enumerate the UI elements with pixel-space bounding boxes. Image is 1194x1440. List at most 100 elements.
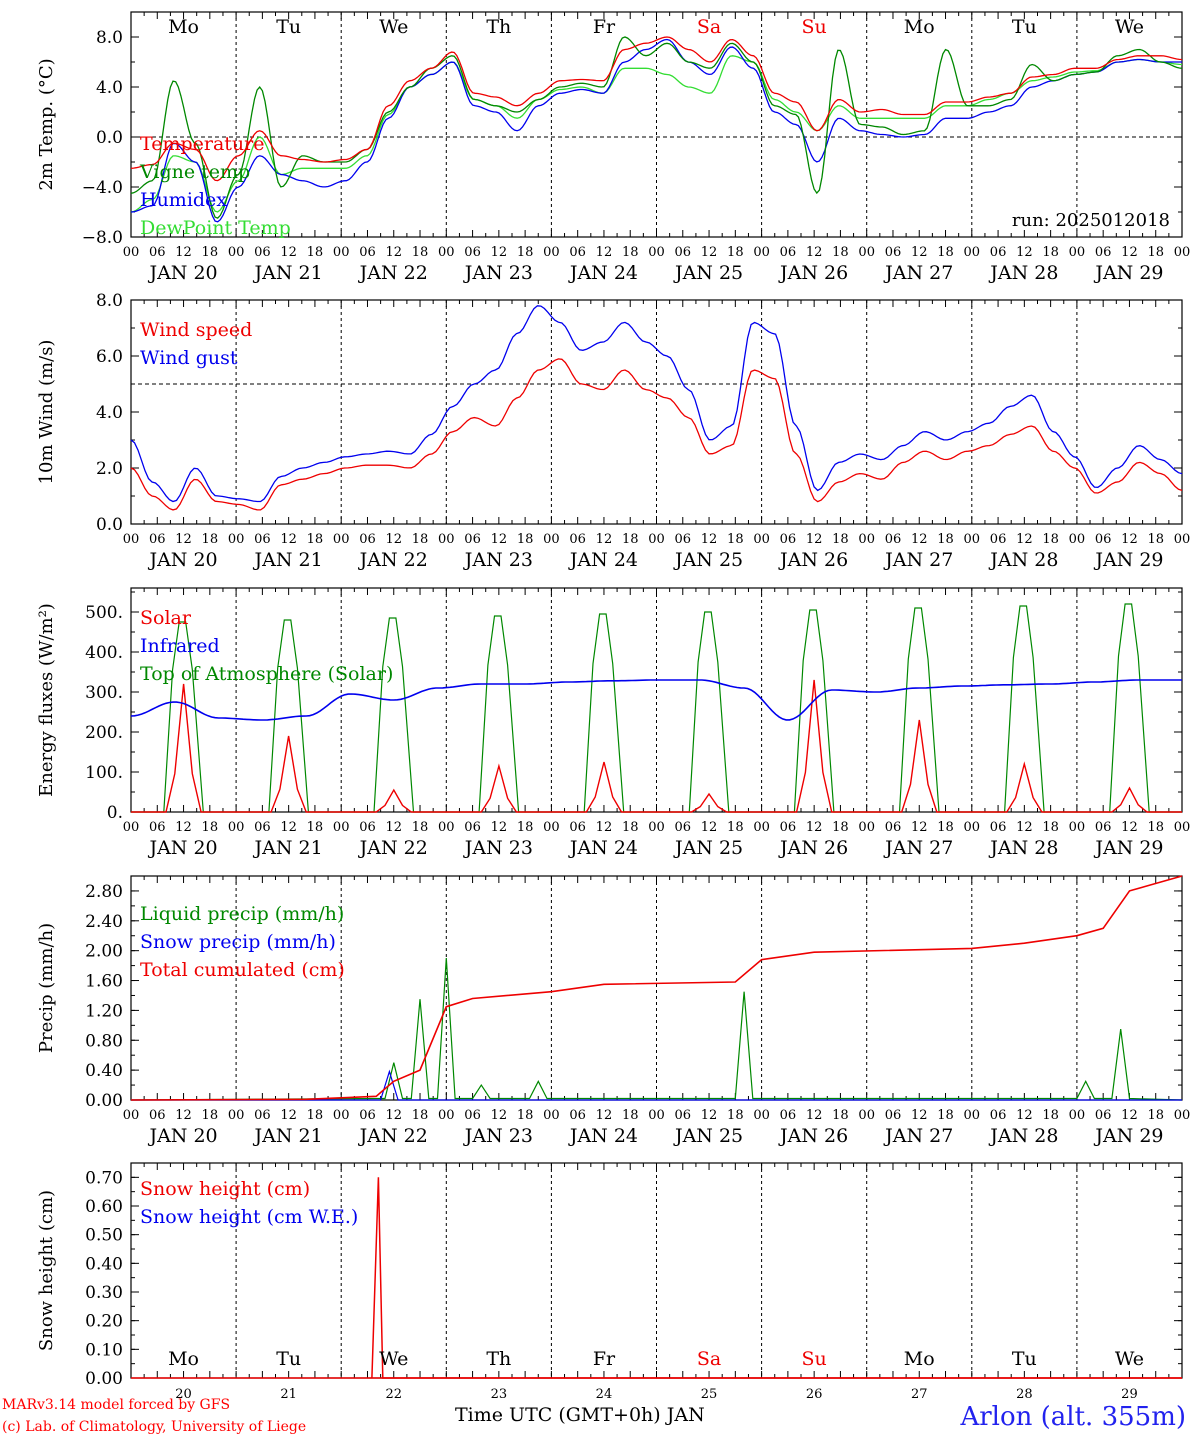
hour-tick-label: 00 xyxy=(858,820,875,835)
lab-credit: (c) Lab. of Climatology, University of L… xyxy=(2,1419,307,1435)
hour-tick-label: 00 xyxy=(333,245,350,260)
plot-frame-2 xyxy=(130,299,1183,525)
hour-tick-label: 18 xyxy=(1042,245,1059,260)
date-label: JAN 20 xyxy=(147,1125,217,1147)
weekday-label: Tu xyxy=(276,1348,301,1370)
date-label: JAN 23 xyxy=(463,837,533,859)
hour-tick-label: 00 xyxy=(1069,532,1086,547)
hour-tick-label: 06 xyxy=(885,1108,902,1123)
date-label: JAN 24 xyxy=(568,1125,638,1147)
date-label: JAN 26 xyxy=(778,837,848,859)
legend-entry: DewPoint Temp xyxy=(140,217,291,239)
y-tick-label: 6.0 xyxy=(96,347,123,367)
weekday-label: Sa xyxy=(697,1348,721,1370)
hour-tick-label: 06 xyxy=(1095,820,1112,835)
day-number-label: 23 xyxy=(491,1387,508,1402)
hour-tick-label: 00 xyxy=(1174,820,1191,835)
hour-tick-label: 00 xyxy=(543,532,560,547)
date-label: JAN 29 xyxy=(1093,837,1163,859)
weekday-label: Tu xyxy=(1012,1348,1037,1370)
hour-tick-label: 18 xyxy=(1147,532,1164,547)
hour-tick-label: 12 xyxy=(701,1108,718,1123)
hour-tick-label: 18 xyxy=(622,820,639,835)
weekday-label: We xyxy=(379,16,408,38)
hour-tick-label: 12 xyxy=(701,532,718,547)
hour-tick-label: 18 xyxy=(727,245,744,260)
hour-tick-label: 00 xyxy=(123,245,140,260)
hour-tick-label: 12 xyxy=(280,245,297,260)
weekday-label: Sa xyxy=(697,16,721,38)
y-tick-label: 0.30 xyxy=(85,1283,123,1303)
hour-tick-label: 00 xyxy=(1174,245,1191,260)
hour-tick-label: 06 xyxy=(569,245,586,260)
hour-tick-label: 12 xyxy=(1121,820,1138,835)
y-tick-label: 0.10 xyxy=(85,1340,123,1360)
hour-tick-label: 18 xyxy=(307,532,324,547)
y-axis-label: 2m Temp. (°C) xyxy=(36,58,57,190)
hour-tick-label: 18 xyxy=(1147,820,1164,835)
hour-tick-label: 18 xyxy=(832,820,849,835)
hour-tick-label: 18 xyxy=(727,1108,744,1123)
y-tick-label: 0.50 xyxy=(85,1226,123,1246)
hour-tick-label: 18 xyxy=(412,820,429,835)
hour-tick-label: 06 xyxy=(675,532,692,547)
date-label: JAN 22 xyxy=(358,549,428,571)
hour-tick-label: 18 xyxy=(937,532,954,547)
y-tick-label: 4.0 xyxy=(96,78,123,98)
hour-tick-label: 18 xyxy=(202,245,219,260)
hour-tick-label: 18 xyxy=(307,820,324,835)
series-line-solar xyxy=(131,679,1182,813)
day-number-label: 27 xyxy=(911,1387,928,1402)
date-label: JAN 28 xyxy=(988,262,1058,284)
hour-tick-label: 18 xyxy=(517,820,534,835)
legend-entry: Top of Atmosphere (Solar) xyxy=(140,663,393,685)
date-label: JAN 22 xyxy=(358,837,428,859)
hour-tick-label: 06 xyxy=(569,532,586,547)
run-annotation: run: 2025012018 xyxy=(1012,210,1170,231)
hour-tick-label: 00 xyxy=(543,820,560,835)
time-axis-label: Time UTC (GMT+0h) JAN xyxy=(455,1404,705,1426)
date-label: JAN 24 xyxy=(568,549,638,571)
date-label: JAN 20 xyxy=(147,549,217,571)
date-label: JAN 27 xyxy=(883,549,953,571)
hour-tick-label: 06 xyxy=(149,820,166,835)
y-tick-label: 400. xyxy=(85,643,123,663)
hour-tick-label: 00 xyxy=(753,1108,770,1123)
weekday-label: Su xyxy=(802,16,827,38)
hour-tick-label: 06 xyxy=(254,532,271,547)
hour-tick-label: 00 xyxy=(858,532,875,547)
y-axis-label: Precip (mm/h) xyxy=(36,923,57,1053)
y-tick-label: 0.0 xyxy=(96,515,123,535)
y-tick-label: 8.0 xyxy=(96,291,123,311)
hour-tick-label: 18 xyxy=(832,1108,849,1123)
hour-tick-label: 18 xyxy=(412,1108,429,1123)
date-label: JAN 23 xyxy=(463,1125,533,1147)
hour-tick-label: 12 xyxy=(491,820,508,835)
legend-entry: Humidex xyxy=(140,189,227,211)
hour-tick-label: 00 xyxy=(228,820,245,835)
day-number-label: 25 xyxy=(701,1387,718,1402)
hour-tick-label: 12 xyxy=(385,532,402,547)
hour-tick-label: 12 xyxy=(701,245,718,260)
date-label: JAN 28 xyxy=(988,1125,1058,1147)
hour-tick-label: 18 xyxy=(307,245,324,260)
series-line-vigne-temp xyxy=(130,36,1183,219)
hour-tick-label: 18 xyxy=(202,1108,219,1123)
series-line-total-cumulated xyxy=(130,875,1183,1101)
hour-tick-label: 18 xyxy=(622,532,639,547)
hour-tick-label: 00 xyxy=(333,532,350,547)
hour-tick-label: 18 xyxy=(1042,820,1059,835)
y-tick-label: 2.80 xyxy=(85,882,123,902)
date-label: JAN 21 xyxy=(253,837,323,859)
hour-tick-label: 00 xyxy=(648,1108,665,1123)
hour-tick-label: 06 xyxy=(780,245,797,260)
hour-tick-label: 18 xyxy=(1147,1108,1164,1123)
y-tick-label: 8.0 xyxy=(96,28,123,48)
hour-tick-label: 00 xyxy=(648,820,665,835)
hour-tick-label: 12 xyxy=(491,1108,508,1123)
hour-tick-label: 12 xyxy=(280,532,297,547)
hour-tick-label: 18 xyxy=(727,820,744,835)
hour-tick-label: 12 xyxy=(175,532,192,547)
plot-frame-3 xyxy=(130,587,1183,813)
